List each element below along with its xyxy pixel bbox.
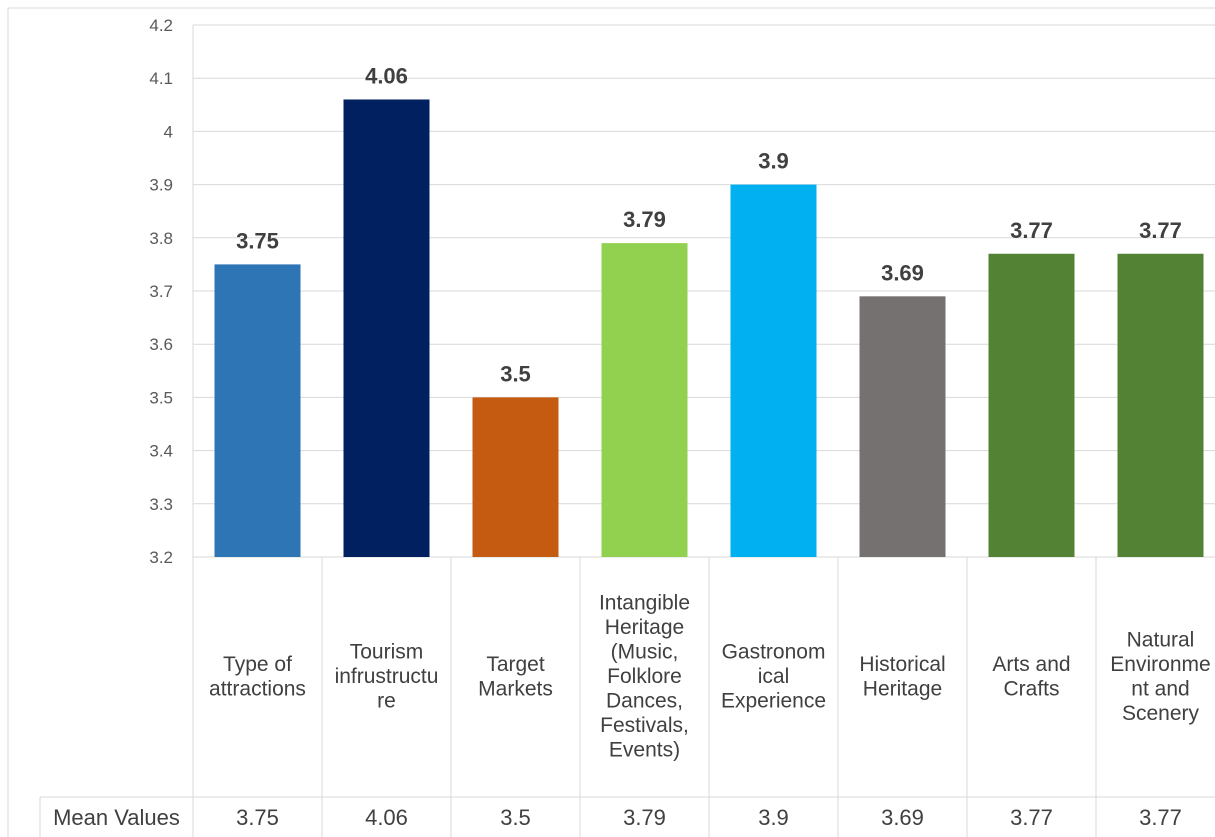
table-cell: 3.77: [1010, 805, 1053, 830]
category-label-line: Target: [486, 653, 545, 676]
category-label-line: Dances,: [606, 690, 683, 713]
y-tick-label: 3.2: [149, 548, 173, 567]
category-label-line: Historical: [859, 653, 945, 676]
y-tick-label: 3.9: [149, 176, 173, 195]
category-label-line: Tourism: [350, 641, 424, 664]
category-label-line: Arts and: [992, 653, 1070, 676]
category-label-line: Gastronom: [722, 641, 826, 664]
category-label: Target Markets: [478, 653, 553, 701]
table-cell: 4.06: [365, 805, 408, 830]
category-label-line: re: [377, 690, 396, 713]
category-label-line: Heritage: [605, 616, 684, 639]
category-label: Historical Heritage: [859, 653, 945, 701]
category-label-line: Natural: [1127, 628, 1195, 651]
bar: [1117, 253, 1204, 557]
data-labels: 3.75 4.06 3.5 3.79 3.9 3.69 3.77 3.77: [236, 63, 1182, 386]
bar: [472, 397, 559, 557]
category-label-line: Markets: [478, 677, 553, 700]
y-axis-ticks: 3.2 3.3 3.4 3.5 3.6 3.7 3.8 3.9 4 4.1 4.2: [149, 16, 173, 567]
y-tick-label: 3.5: [149, 388, 173, 407]
table-cell: 3.77: [1139, 805, 1182, 830]
data-label: 4.06: [365, 63, 408, 88]
bar: [730, 184, 817, 557]
bar: [601, 243, 688, 557]
category-label: Natural Environme nt and Scenery: [1110, 628, 1210, 725]
category-label: Tourism infrustructu re: [335, 641, 439, 713]
table-cell: 3.5: [500, 805, 531, 830]
category-label-line: (Music,: [611, 641, 679, 664]
category-label-line: Folklore: [607, 665, 682, 688]
table-cell: 3.69: [881, 805, 924, 830]
y-tick-label: 4.1: [149, 69, 173, 88]
category-label-line: Environme: [1110, 653, 1210, 676]
chart-frame: [7, 7, 1215, 837]
y-tick-label: 3.4: [149, 442, 173, 461]
y-tick-label: 3.6: [149, 335, 173, 354]
category-label: Intangible Heritage (Music, Folklore Dances,…: [599, 592, 690, 762]
data-label: 3.75: [236, 228, 279, 253]
category-label-line: ical: [758, 665, 790, 688]
data-label: 3.77: [1139, 218, 1182, 243]
category-label: Type of attractions: [209, 653, 306, 701]
category-label: Arts and Crafts: [992, 653, 1070, 701]
y-tick-label: 3.7: [149, 282, 173, 301]
category-label-line: Crafts: [1003, 677, 1059, 700]
bar: [988, 253, 1075, 557]
y-tick-label: 4.2: [149, 16, 173, 35]
category-label-line: Heritage: [863, 677, 942, 700]
category-label-line: nt and: [1131, 677, 1189, 700]
bar: [343, 99, 430, 557]
bars: [214, 99, 1204, 557]
category-label-line: attractions: [209, 677, 306, 700]
category-label-line: Intangible: [599, 592, 690, 615]
data-label: 3.77: [1010, 218, 1053, 243]
category-label-line: infrustructu: [335, 665, 439, 688]
y-tick-label: 4: [164, 122, 173, 141]
category-label-line: Type of: [223, 653, 292, 676]
table-cell: 3.79: [623, 805, 666, 830]
y-tick-label: 3.8: [149, 229, 173, 248]
category-label-line: Events): [609, 739, 680, 762]
category-label-line: Scenery: [1122, 702, 1200, 725]
category-label-line: Experience: [721, 690, 826, 713]
data-label: 3.79: [623, 207, 666, 232]
y-tick-label: 3.3: [149, 495, 173, 514]
table-cell: 3.9: [758, 805, 789, 830]
data-label: 3.69: [881, 260, 924, 285]
bar: [859, 296, 946, 557]
category-label-line: Festivals,: [600, 714, 689, 737]
table-cell: 3.75: [236, 805, 279, 830]
data-label: 3.9: [758, 149, 789, 174]
bar: [214, 264, 301, 557]
category-label: Gastronom ical Experience: [721, 641, 826, 713]
data-label: 3.5: [500, 361, 531, 386]
table-row-label: Mean Values: [53, 805, 180, 830]
